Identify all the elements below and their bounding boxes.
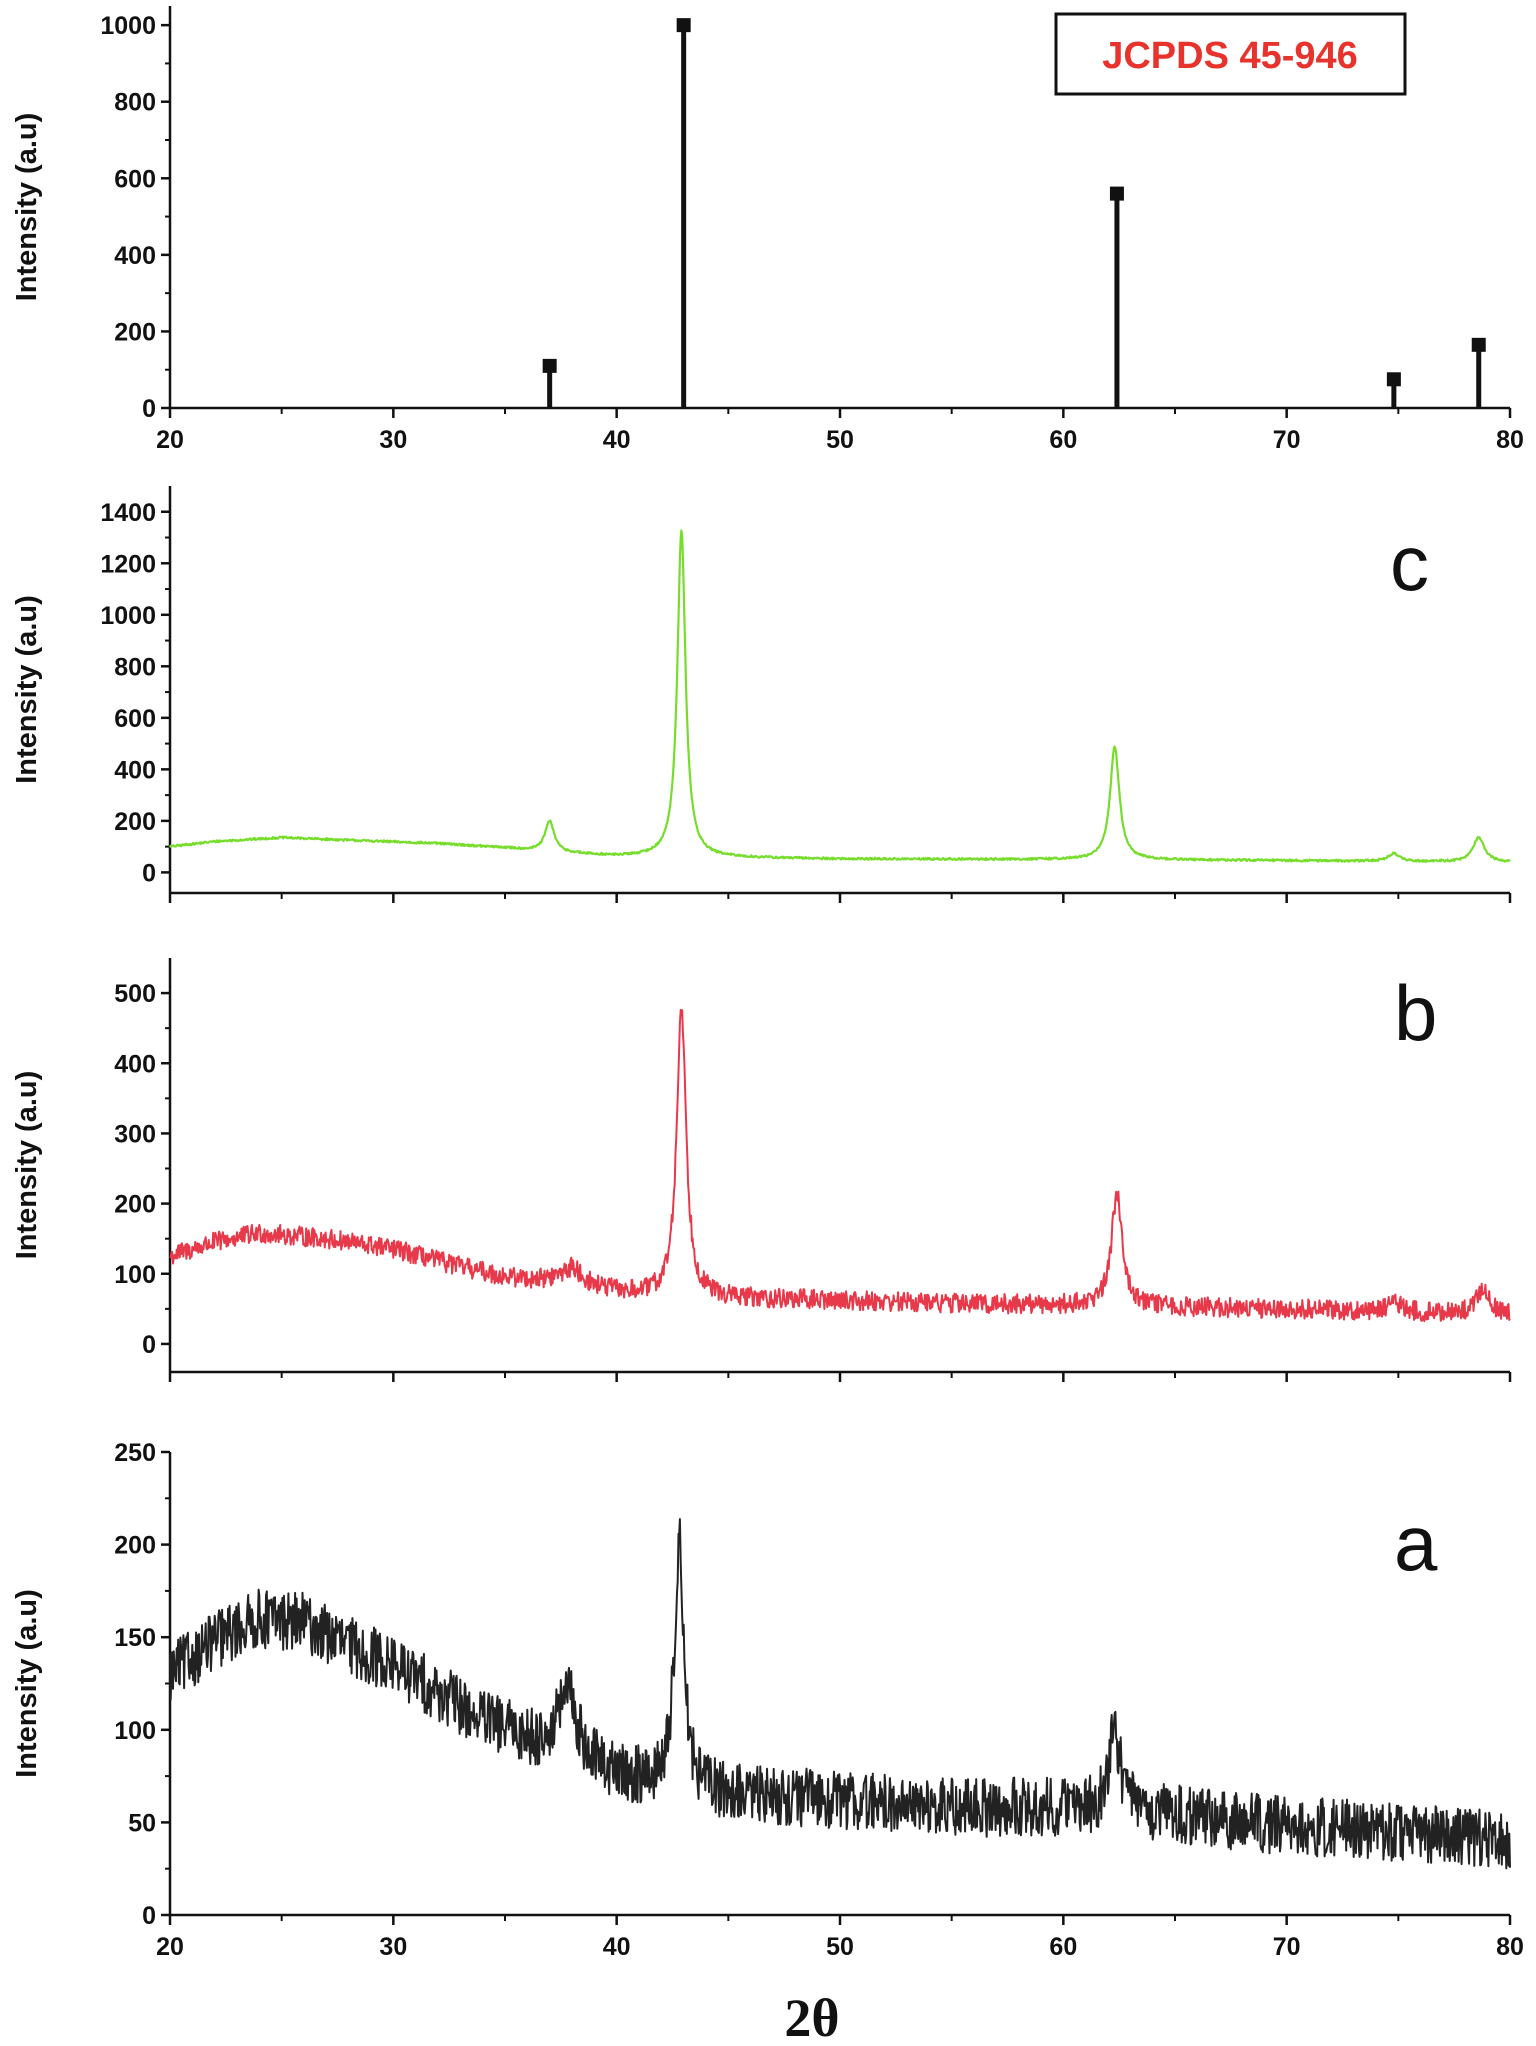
y-tick-label: 250 bbox=[114, 1439, 156, 1467]
panel-b-letter: b bbox=[1394, 969, 1437, 1057]
panel-a-letter: a bbox=[1394, 1499, 1438, 1587]
panel-a-line bbox=[169, 1518, 1511, 1870]
y-tick-label: 400 bbox=[114, 1050, 156, 1078]
x-tick-label: 20 bbox=[156, 1933, 184, 1961]
y-tick-label: 50 bbox=[128, 1809, 156, 1837]
y-tick-label: 0 bbox=[142, 859, 156, 887]
x-tick-label: 40 bbox=[603, 1933, 631, 1961]
x-tick-label: 30 bbox=[379, 1933, 407, 1961]
x-tick-label: 70 bbox=[1273, 1933, 1301, 1961]
reference-peak-marker bbox=[676, 18, 691, 33]
reference-label-box bbox=[1054, 12, 1407, 96]
x-tick-label: 70 bbox=[1273, 426, 1301, 454]
x-tick-label: 80 bbox=[1496, 426, 1524, 454]
panel-b-axes: 0 100 200 300 400 500 bbox=[114, 958, 1512, 1382]
panel-a-ylabel: Intensity (a.u) bbox=[11, 1589, 43, 1778]
y-tick-label: 300 bbox=[114, 1120, 156, 1148]
x-tick-label: 60 bbox=[1049, 1933, 1077, 1961]
y-tick-label: 800 bbox=[114, 653, 156, 681]
reference-peak-marker bbox=[1386, 372, 1401, 387]
panel-b-ylabel: Intensity (a.u) bbox=[11, 1071, 43, 1260]
panel-c-line bbox=[168, 529, 1511, 863]
reference-peak-marker bbox=[542, 358, 557, 373]
y-tick-label: 0 bbox=[142, 395, 156, 423]
panel-a-axes: 0 50 100 150 200 250 20 30 40 50 60 70 80 bbox=[114, 1439, 1524, 1961]
y-tick-label: 0 bbox=[142, 1902, 156, 1930]
x-tick-label: 50 bbox=[826, 426, 854, 454]
y-tick-label: 500 bbox=[114, 980, 156, 1008]
y-tick-label: 200 bbox=[114, 1191, 156, 1219]
y-tick-label: 600 bbox=[114, 165, 156, 193]
panel-c-ylabel: Intensity (a.u) bbox=[11, 595, 43, 784]
y-tick-label: 200 bbox=[114, 808, 156, 836]
panel-c-axes: 0 200 400 600 800 1000 1200 1400 bbox=[100, 486, 1512, 903]
panel-c-letter: c bbox=[1390, 519, 1429, 607]
x-tick-label: 30 bbox=[379, 426, 407, 454]
reference-peak-marker bbox=[1471, 337, 1486, 352]
y-tick-label: 0 bbox=[142, 1331, 156, 1359]
y-tick-label: 150 bbox=[114, 1624, 156, 1652]
x-tick-label: 50 bbox=[826, 1933, 854, 1961]
panel-ref: 0 200 400 600 800 1000 20 30 40 50 60 70 80 Intensit… bbox=[11, 6, 1524, 454]
y-tick-label: 100 bbox=[114, 1261, 156, 1289]
y-tick-label: 1400 bbox=[100, 499, 156, 527]
reference-label: JCPDS 45-946 bbox=[1102, 35, 1358, 77]
panel-a: 0 50 100 150 200 250 20 30 40 50 60 70 80 Intensity … bbox=[11, 1439, 1524, 2046]
panel-b-line bbox=[169, 1009, 1511, 1323]
y-tick-label: 800 bbox=[114, 89, 156, 117]
x-tick-label: 20 bbox=[156, 426, 184, 454]
y-tick-label: 1200 bbox=[100, 550, 156, 578]
y-tick-label: 200 bbox=[114, 318, 156, 346]
panel-c: 0 200 400 600 800 1000 1200 1400 Intensity (a.u… bbox=[11, 486, 1512, 903]
y-tick-label: 1000 bbox=[100, 602, 156, 630]
x-tick-label: 80 bbox=[1496, 1933, 1524, 1961]
panel-ref-axes: 0 200 400 600 800 1000 20 30 40 50 60 70 80 bbox=[100, 6, 1524, 454]
panel-b: 0 100 200 300 400 500 Intensity (a.u) b bbox=[11, 958, 1512, 1382]
y-tick-label: 400 bbox=[114, 242, 156, 270]
y-tick-label: 1000 bbox=[100, 12, 156, 40]
y-tick-label: 400 bbox=[114, 756, 156, 784]
x-tick-label: 60 bbox=[1049, 426, 1077, 454]
y-tick-label: 200 bbox=[114, 1532, 156, 1560]
y-tick-label: 100 bbox=[114, 1717, 156, 1745]
reference-peak-marker bbox=[1109, 186, 1124, 201]
panel-ref-ylabel: Intensity (a.u) bbox=[11, 113, 43, 302]
panel-ref-marks bbox=[542, 18, 1486, 408]
x-axis-label: 2θ bbox=[784, 1988, 839, 2046]
y-tick-label: 600 bbox=[114, 705, 156, 733]
x-tick-label: 40 bbox=[603, 426, 631, 454]
